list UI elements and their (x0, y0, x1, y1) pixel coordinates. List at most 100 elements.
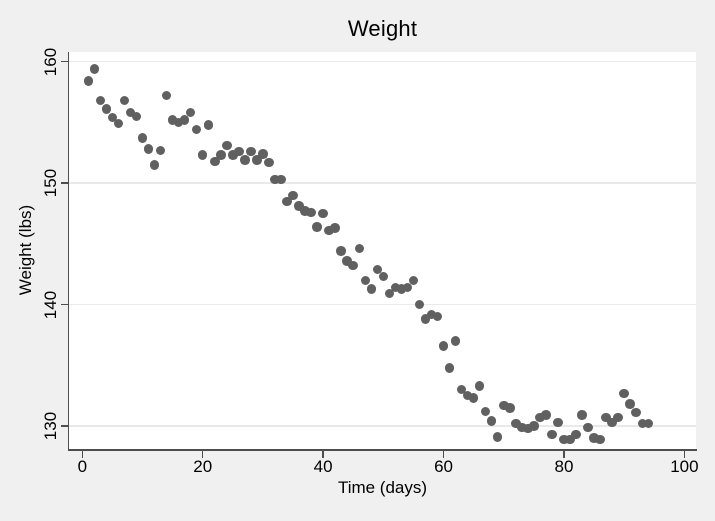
data-point (595, 434, 605, 445)
plot-area (69, 52, 696, 449)
data-point (607, 417, 617, 428)
y-tick-130 (60, 425, 68, 427)
data-point (258, 149, 268, 159)
data-point (83, 76, 94, 86)
x-axis-line (67, 449, 697, 451)
data-point (324, 225, 334, 236)
data-point (264, 157, 274, 168)
data-point (155, 145, 166, 156)
data-point (288, 190, 298, 201)
data-point (432, 311, 443, 322)
y-tick-160 (60, 60, 68, 63)
data-point (149, 160, 160, 170)
data-point (234, 146, 244, 157)
data-point (372, 264, 383, 275)
chart-title: Weight (347, 16, 418, 41)
data-point (492, 432, 503, 442)
data-point (474, 381, 485, 391)
data-point (270, 174, 280, 185)
data-point (426, 309, 437, 320)
data-point (191, 124, 202, 135)
data-point (300, 206, 310, 216)
data-point (246, 146, 256, 157)
data-point (589, 433, 599, 443)
data-point (113, 118, 124, 129)
x-tick-40 (322, 450, 324, 458)
gridline-y-150 (69, 182, 696, 184)
data-point (179, 115, 190, 125)
data-point (517, 422, 527, 432)
data-point (294, 201, 304, 211)
data-point (384, 288, 395, 299)
data-point (438, 341, 449, 351)
y-tick-140 (60, 303, 68, 306)
data-point (318, 208, 328, 219)
data-point (541, 410, 551, 420)
data-point (312, 222, 322, 232)
x-tick-80 (563, 450, 565, 458)
data-point (625, 399, 635, 409)
y-tick-label-160: 160 (41, 47, 60, 76)
data-point (216, 150, 226, 160)
data-point (402, 282, 413, 293)
data-point (306, 207, 316, 218)
data-point (210, 156, 220, 167)
data-point (456, 384, 467, 395)
data-point (125, 107, 136, 118)
data-point (107, 112, 118, 123)
data-point (535, 412, 545, 423)
x-tick-0 (81, 450, 84, 458)
data-point (390, 282, 401, 293)
data-point (197, 150, 208, 160)
data-point (276, 174, 286, 185)
data-point (523, 423, 533, 434)
data-point (167, 115, 178, 125)
data-point (228, 150, 238, 160)
data-point (137, 133, 148, 143)
data-point (414, 299, 425, 310)
data-point (486, 416, 497, 426)
data-point (511, 418, 521, 429)
y-tick-label-140: 140 (41, 290, 60, 319)
data-point (468, 393, 479, 403)
data-point (252, 155, 262, 165)
data-point (420, 314, 431, 324)
x-tick-label-60: 60 (434, 457, 454, 476)
data-point (396, 284, 407, 294)
data-point (342, 256, 352, 266)
x-tick-100 (683, 450, 686, 458)
data-point (89, 64, 100, 74)
data-point (360, 275, 371, 286)
data-point (631, 407, 641, 418)
data-point (378, 271, 389, 282)
data-point (240, 155, 250, 165)
x-tick-20 (201, 450, 204, 458)
x-tick-label-100: 100 (670, 457, 699, 476)
x-axis-title: Time (days) (337, 478, 428, 497)
data-point (173, 117, 184, 128)
data-point (161, 90, 172, 101)
data-point (450, 336, 461, 346)
data-point (222, 140, 232, 151)
data-point (336, 246, 346, 256)
data-point (143, 144, 154, 154)
data-point (577, 410, 587, 420)
data-point (354, 243, 365, 254)
data-point (480, 406, 491, 417)
y-tick-label-150: 150 (41, 168, 60, 198)
y-tick-label-130: 130 (41, 411, 60, 441)
y-tick-150 (60, 182, 68, 184)
data-point (366, 284, 377, 294)
data-point (462, 390, 473, 401)
data-point (583, 422, 593, 432)
data-point (547, 429, 557, 440)
x-tick-label-40: 40 (313, 457, 333, 476)
x-tick-label-20: 20 (193, 457, 213, 476)
data-point (619, 388, 629, 398)
data-point (499, 400, 509, 411)
x-tick-60 (442, 450, 445, 458)
data-point (601, 412, 611, 423)
data-point (613, 412, 623, 423)
x-tick-label-0: 0 (77, 457, 88, 476)
